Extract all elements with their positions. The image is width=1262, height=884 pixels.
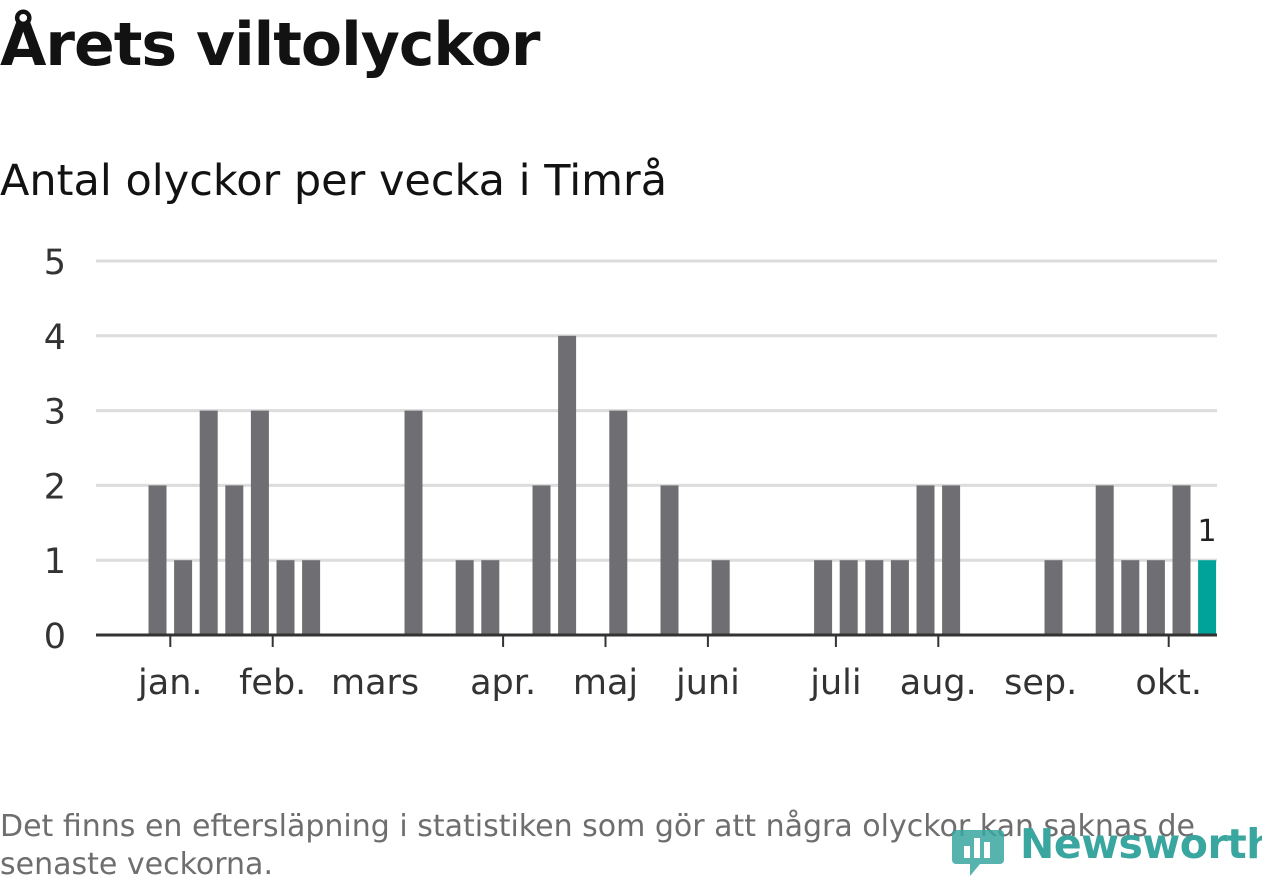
x-tick-label: juli — [809, 663, 861, 703]
bar — [276, 560, 295, 635]
bar — [1044, 560, 1063, 635]
y-tick-label: 3 — [44, 393, 66, 433]
bar — [481, 560, 500, 635]
newsworthy-logo-text: Newsworthy — [1020, 820, 1262, 868]
bar — [660, 485, 679, 635]
bar — [1146, 560, 1165, 635]
bar — [532, 485, 551, 635]
y-tick-label: 4 — [44, 318, 66, 358]
bar — [404, 410, 423, 635]
bar — [942, 485, 961, 635]
x-tick-label: okt. — [1135, 663, 1202, 703]
data-labels: 1 — [1198, 514, 1217, 549]
x-tick-label: aug. — [900, 663, 977, 703]
bar — [1198, 560, 1217, 635]
bar — [148, 485, 167, 635]
bar-chart: 0 1 2 3 4 5 jan. feb. mars apr. maj juni juli aug. se… — [44, 243, 1217, 703]
bar — [865, 560, 884, 635]
bars — [148, 335, 1217, 635]
data-label: 1 — [1198, 514, 1217, 549]
y-tick-label: 2 — [44, 467, 66, 507]
y-tick-label: 5 — [44, 243, 66, 283]
bar — [839, 560, 858, 635]
bar — [814, 560, 833, 635]
bar — [916, 485, 935, 635]
bar — [1095, 485, 1114, 635]
bar — [609, 410, 628, 635]
y-tick-label: 0 — [44, 617, 66, 657]
bar — [455, 560, 474, 635]
x-tick-label: mars — [331, 663, 419, 703]
x-tick-label: sep. — [1004, 663, 1077, 703]
bar — [1121, 560, 1140, 635]
x-tick-label: maj — [573, 663, 638, 703]
bar — [558, 335, 577, 635]
x-axis-ticks: jan. feb. mars apr. maj juni juli aug. sep. okt. — [137, 635, 1202, 703]
newsworthy-logo-icon — [952, 830, 1004, 876]
x-tick-label: jan. — [137, 663, 202, 703]
y-axis-ticks: 0 1 2 3 4 5 — [44, 243, 66, 657]
bar — [199, 410, 218, 635]
chart-title: Årets viltolyckor — [0, 10, 540, 80]
y-tick-label: 1 — [44, 542, 66, 582]
bar — [711, 560, 730, 635]
bar — [174, 560, 193, 635]
bar — [250, 410, 269, 635]
x-tick-label: juni — [675, 663, 740, 703]
chart-subtitle: Antal olyckor per vecka i Timrå — [0, 156, 668, 206]
bar — [1172, 485, 1191, 635]
bar — [890, 560, 909, 635]
x-tick-label: feb. — [239, 663, 306, 703]
bar — [302, 560, 321, 635]
bar — [225, 485, 244, 635]
newsworthy-logo: Newsworthy — [950, 820, 1262, 878]
x-tick-label: apr. — [470, 663, 536, 703]
